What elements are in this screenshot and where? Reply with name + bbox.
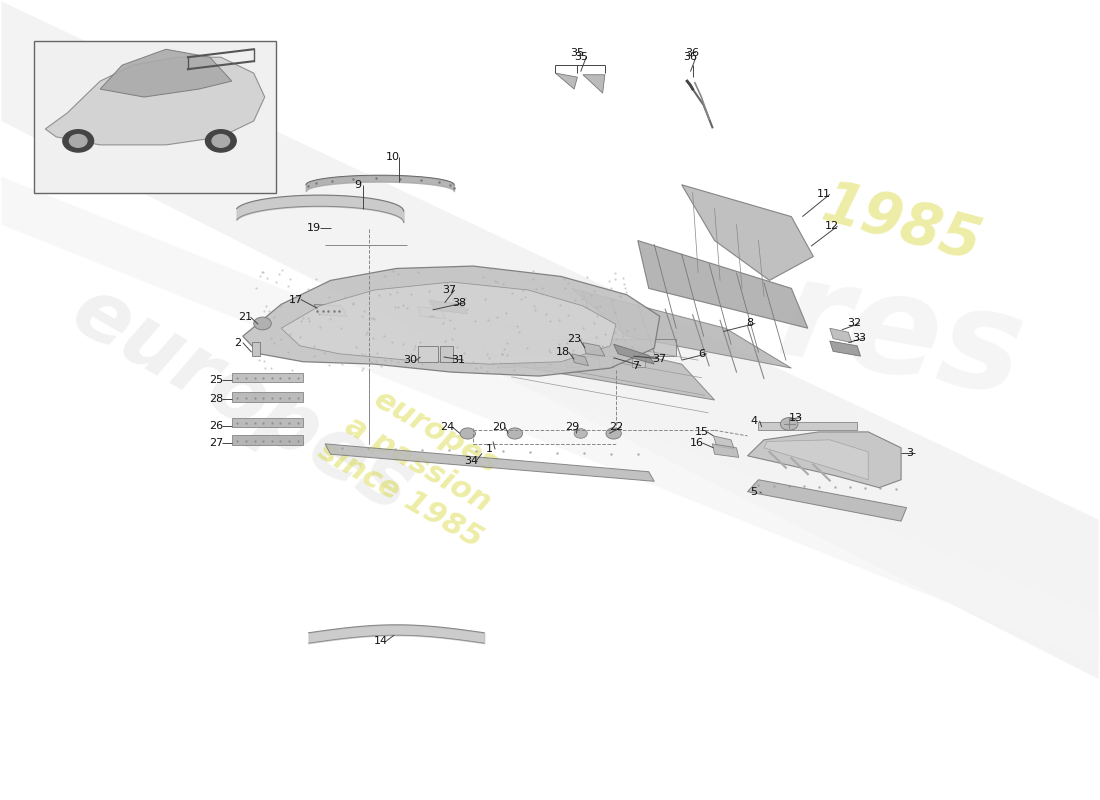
Text: 31: 31: [451, 355, 465, 365]
Polygon shape: [682, 185, 813, 281]
Polygon shape: [1, 177, 1099, 663]
Text: 7: 7: [632, 361, 639, 370]
Circle shape: [254, 317, 272, 330]
Polygon shape: [490, 320, 715, 400]
Text: 16: 16: [690, 438, 704, 448]
Bar: [440, 346, 453, 362]
Bar: [534, 356, 547, 367]
Bar: [566, 356, 580, 367]
Text: 35: 35: [574, 52, 587, 62]
Text: 36: 36: [683, 52, 697, 62]
Polygon shape: [614, 344, 654, 364]
Text: 12: 12: [825, 222, 839, 231]
Polygon shape: [572, 354, 588, 366]
Text: 29: 29: [564, 422, 579, 432]
Bar: [600, 356, 613, 367]
Text: 13: 13: [789, 413, 803, 422]
Polygon shape: [100, 50, 232, 97]
Text: 11: 11: [817, 190, 832, 199]
Text: 38: 38: [452, 298, 466, 308]
Text: 37: 37: [442, 285, 456, 295]
Circle shape: [212, 134, 230, 147]
Circle shape: [63, 130, 94, 152]
Text: 2: 2: [233, 338, 241, 347]
Text: 37: 37: [652, 354, 667, 363]
Polygon shape: [282, 282, 616, 364]
Text: 25: 25: [209, 375, 223, 385]
Bar: [232, 392, 304, 402]
Circle shape: [606, 428, 621, 439]
Text: 36: 36: [685, 48, 700, 58]
Polygon shape: [638, 241, 807, 328]
Bar: [632, 356, 646, 367]
Text: 10: 10: [386, 152, 400, 162]
Text: 6: 6: [697, 349, 705, 358]
Polygon shape: [714, 436, 735, 450]
Bar: [34, 42, 276, 193]
Text: 27: 27: [209, 438, 223, 448]
Text: 5: 5: [750, 486, 758, 497]
Text: europes
a passion
since 1985: europes a passion since 1985: [314, 374, 524, 554]
Polygon shape: [829, 341, 860, 356]
Text: europes: europes: [58, 270, 428, 530]
Text: 15: 15: [694, 427, 708, 437]
Text: 4: 4: [750, 416, 758, 426]
Polygon shape: [748, 432, 901, 488]
Text: 23: 23: [568, 334, 581, 345]
Bar: [484, 338, 676, 356]
Bar: [418, 346, 438, 362]
Circle shape: [206, 130, 236, 152]
Polygon shape: [556, 73, 578, 89]
Text: 1: 1: [486, 445, 493, 454]
Polygon shape: [418, 306, 446, 318]
Polygon shape: [243, 266, 660, 376]
Polygon shape: [764, 440, 868, 480]
Bar: [759, 422, 857, 430]
Text: 20: 20: [493, 422, 507, 432]
Polygon shape: [429, 300, 468, 314]
Text: res: res: [769, 249, 1034, 424]
Text: 28: 28: [209, 394, 223, 404]
Text: 8: 8: [746, 318, 754, 329]
Text: 21: 21: [238, 312, 252, 322]
Polygon shape: [45, 57, 265, 145]
Text: 24: 24: [440, 422, 454, 432]
Circle shape: [460, 428, 475, 439]
Bar: [232, 418, 304, 427]
Text: 33: 33: [852, 333, 867, 343]
Polygon shape: [713, 444, 739, 458]
Text: 1985: 1985: [815, 176, 987, 273]
Text: 26: 26: [209, 421, 223, 430]
Circle shape: [69, 134, 87, 147]
Bar: [232, 435, 304, 445]
Text: 35: 35: [571, 48, 584, 58]
Text: 14: 14: [374, 636, 388, 646]
Text: 3: 3: [906, 449, 913, 458]
Polygon shape: [748, 480, 906, 521]
Text: 18: 18: [557, 347, 570, 357]
Text: 9: 9: [354, 180, 362, 190]
Polygon shape: [583, 342, 605, 356]
Text: 34: 34: [464, 455, 478, 466]
Bar: [252, 342, 261, 356]
Bar: [500, 356, 514, 367]
Text: 17: 17: [288, 294, 302, 305]
Circle shape: [780, 418, 798, 430]
Polygon shape: [326, 444, 654, 482]
Text: 30: 30: [404, 355, 418, 365]
Text: 19: 19: [307, 223, 321, 233]
Bar: [232, 373, 304, 382]
Polygon shape: [583, 74, 605, 93]
Circle shape: [507, 428, 522, 439]
Polygon shape: [829, 328, 851, 342]
Text: 22: 22: [608, 422, 623, 432]
Text: 32: 32: [847, 318, 861, 329]
Polygon shape: [572, 288, 791, 368]
Polygon shape: [1, 2, 1099, 679]
Polygon shape: [315, 304, 346, 316]
Circle shape: [574, 429, 587, 438]
